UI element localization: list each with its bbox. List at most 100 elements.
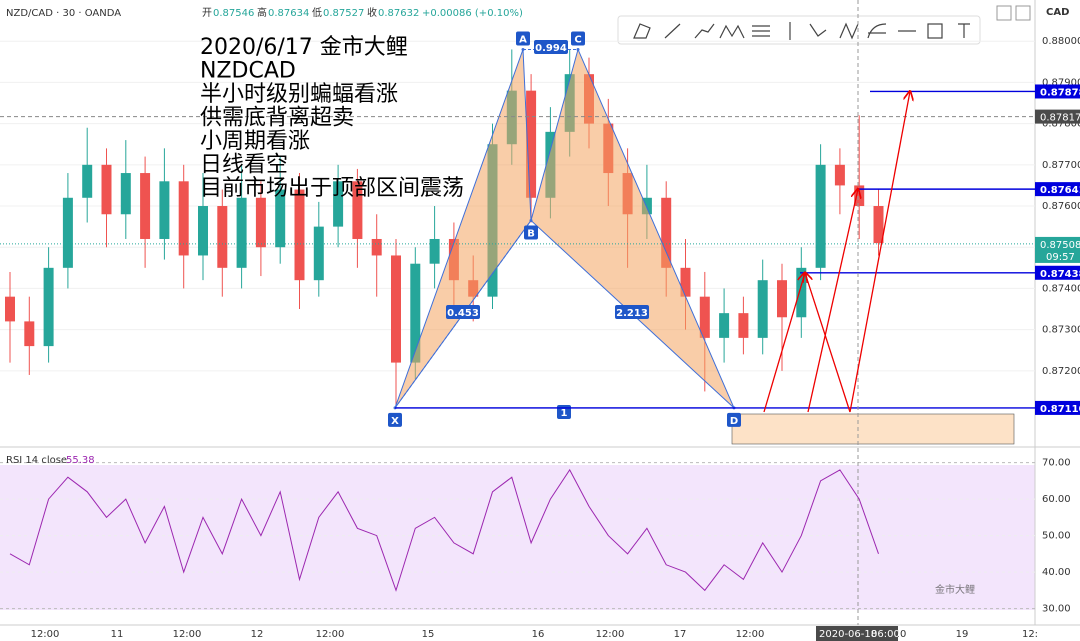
- price-label: 0.87641: [1040, 185, 1080, 196]
- x-tick-label: 12:00: [31, 629, 60, 640]
- ohlc-label: 低: [312, 6, 322, 19]
- rsi-name: RSI 14 close: [6, 455, 67, 466]
- tool-icon[interactable]: [752, 25, 770, 37]
- ohlc-value: 0.87634: [268, 8, 309, 19]
- tool-icon[interactable]: [719, 24, 745, 39]
- x-tick-label: 19: [956, 629, 969, 640]
- candle-body: [5, 296, 15, 322]
- candle-body: [333, 181, 344, 227]
- tool-icon[interactable]: [927, 23, 943, 39]
- x-tick-label: 12:00: [173, 629, 202, 640]
- candle-body: [294, 189, 305, 281]
- rsi-tick-label: 30.00: [1042, 604, 1071, 615]
- pattern-point-label-bg: [524, 225, 538, 240]
- price-label-bg: [1035, 265, 1080, 280]
- candle-body: [796, 267, 807, 318]
- candle-body: [24, 321, 35, 347]
- x-tick-label: 12: [251, 629, 264, 640]
- pattern-ratio: 0.453: [447, 308, 479, 319]
- time-cursor: 2020-06-18: [819, 629, 877, 640]
- pattern-ratio-bg: [615, 305, 649, 319]
- y-tick-label: 0.87700: [1042, 160, 1080, 171]
- x-tick-label: 15: [422, 629, 435, 640]
- tool-icon[interactable]: [958, 23, 970, 38]
- candle-body: [371, 238, 382, 256]
- tool-icon[interactable]: [694, 23, 715, 39]
- candle-body: [236, 197, 247, 268]
- candle-body: [680, 267, 691, 297]
- annotation-line: 供需底背离超卖: [200, 106, 354, 131]
- tool-icon[interactable]: [839, 22, 859, 40]
- price-label-bg: [1035, 84, 1080, 99]
- ohlc-label: 收: [367, 6, 377, 19]
- change: +0.00086 (+0.10%): [422, 8, 523, 19]
- price-label-bg: [1035, 182, 1080, 197]
- crosshair-label-bg: [1035, 109, 1080, 124]
- toolbar-frame: [617, 15, 981, 45]
- rsi-tick-label: 40.00: [1042, 567, 1071, 578]
- y-tick-label: 0.87900: [1042, 77, 1080, 88]
- x-tick-label: 17: [674, 629, 687, 640]
- rsi-line: [9, 468, 879, 592]
- ohlc-value: 0.87632: [378, 8, 419, 19]
- candle-body: [275, 189, 286, 248]
- tool-icon[interactable]: [809, 23, 827, 37]
- annotation-line: 半小时级别蝙蝠看涨: [200, 82, 398, 107]
- target-zone: [731, 413, 1015, 445]
- candle-body: [526, 90, 537, 198]
- y-tick-label: 0.87400: [1042, 283, 1080, 294]
- crosshair-label: 0.87817: [1040, 113, 1080, 124]
- annotation-line: 小周期看涨: [200, 129, 310, 154]
- candle-body: [661, 197, 672, 268]
- time-cursor: 06:00: [871, 629, 900, 640]
- arrow: [763, 273, 805, 413]
- annotation-line: 2020/6/17 金市大鲤: [200, 35, 408, 60]
- currency-label: CAD: [1046, 7, 1069, 18]
- price-label: 0.87878: [1040, 87, 1080, 98]
- candle-body: [255, 197, 266, 248]
- window-button[interactable]: [1015, 5, 1031, 21]
- candle-body: [641, 197, 652, 215]
- x-tick-label: 12:: [1022, 629, 1038, 640]
- x-tick-label: 11: [111, 629, 124, 640]
- candle-body: [834, 164, 845, 186]
- annotation-line: 目前市场出于顶部区间震荡: [200, 176, 464, 201]
- pattern-ratio: 1: [561, 408, 568, 419]
- candle-body: [217, 206, 228, 268]
- tool-icon[interactable]: [867, 23, 887, 39]
- pattern-point: [576, 47, 580, 51]
- watermark: 金市大鲤: [935, 583, 975, 596]
- price-label-bg: [1035, 400, 1080, 415]
- ohlc-label: 开: [202, 8, 212, 19]
- pattern-ratio-bg: [534, 40, 568, 54]
- price-label: 0.87438: [1040, 269, 1080, 280]
- candle-body: [43, 267, 54, 347]
- candle-body: [313, 226, 324, 281]
- pattern-point-label: C: [574, 34, 581, 45]
- pattern-point-label-bg: [388, 412, 402, 427]
- rsi-last: 55.38: [66, 455, 95, 466]
- pattern-point-label: B: [527, 228, 535, 239]
- arrow: [805, 273, 851, 413]
- x-tick-label: 12:00: [316, 629, 345, 640]
- toolbar: [617, 15, 981, 45]
- x-tick-label: 20: [894, 629, 907, 640]
- y-tick-label: 0.87200: [1042, 366, 1080, 377]
- x-tick-label: 12:00: [736, 629, 765, 640]
- x-tick-label: 16: [532, 629, 545, 640]
- y-tick-label: 0.87800: [1042, 119, 1080, 130]
- candle-body: [815, 164, 826, 268]
- window-button[interactable]: [996, 5, 1012, 21]
- tool-icon[interactable]: [664, 23, 681, 39]
- rsi-tick-label: 70.00: [1042, 458, 1071, 469]
- pattern-point-label-bg: [571, 31, 585, 46]
- y-tick-label: 0.87600: [1042, 201, 1080, 212]
- last-price-bg: [1035, 236, 1080, 263]
- pattern-ratio: 2.213: [616, 308, 648, 319]
- tool-icon[interactable]: [633, 23, 651, 39]
- rsi-tick-label: 60.00: [1042, 494, 1071, 505]
- pattern-point: [529, 218, 533, 222]
- last-price-label: 0.87508: [1040, 240, 1080, 251]
